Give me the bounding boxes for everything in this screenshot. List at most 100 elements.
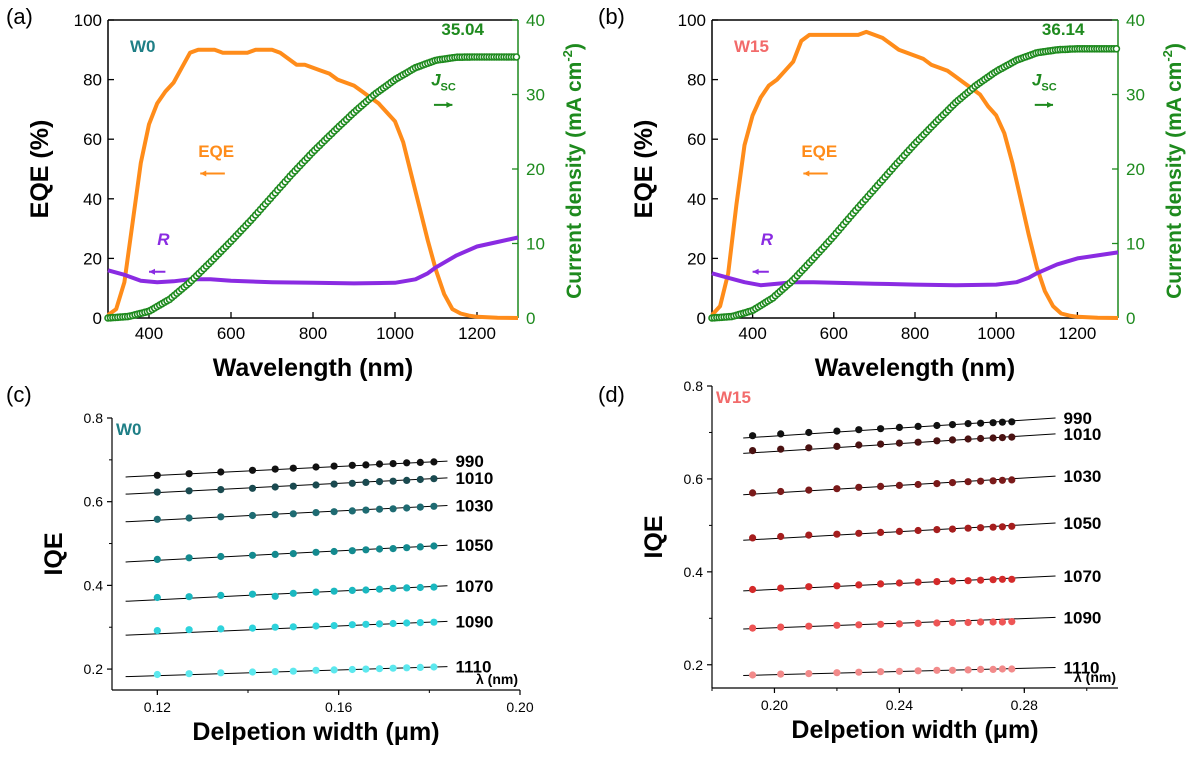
- x-tick-label: 400: [738, 324, 766, 343]
- data-point-1110: [375, 665, 384, 673]
- wavelength-label-1070: 1070: [455, 577, 493, 596]
- data-point-1030: [217, 513, 225, 521]
- wavelength-label-1110: 1110: [1064, 659, 1100, 678]
- data-point-1110: [777, 670, 785, 678]
- x-tick-label: 0.16: [325, 699, 352, 715]
- data-point-1010: [185, 487, 193, 495]
- data-point-1010: [362, 478, 370, 486]
- data-point-1050: [964, 524, 972, 532]
- x-tick-label: 1000: [376, 324, 414, 343]
- wavelength-label-1090: 1090: [455, 612, 493, 631]
- data-point-1090: [777, 623, 785, 631]
- wavelength-label-1090: 1090: [1064, 608, 1102, 627]
- panel-d-iqe-chart: 0.20 0.24 0.28 0.2 0.4 0.6 0.8 Delpetion width …: [640, 378, 1118, 744]
- data-point-1010: [153, 488, 161, 496]
- data-point-1010: [833, 442, 841, 450]
- data-point-1050: [998, 523, 1007, 531]
- data-point-1090: [153, 627, 161, 635]
- data-point-1070: [289, 589, 297, 597]
- data-point-1070: [248, 590, 257, 598]
- wavelength-label-1070: 1070: [1064, 567, 1102, 586]
- x-tick-label: 600: [217, 324, 245, 343]
- data-point-1110: [217, 669, 225, 677]
- data-point-1090: [749, 624, 757, 632]
- data-point-1110: [416, 663, 424, 672]
- y2-axis-title: Current density (mA cm-2): [560, 43, 586, 299]
- data-point-990: [1008, 418, 1016, 426]
- y-tick-label: 0.2: [684, 657, 704, 673]
- data-point-1090: [362, 620, 370, 628]
- data-point-1110: [1008, 665, 1016, 673]
- data-point-1010: [1008, 433, 1016, 441]
- data-point-1110: [153, 670, 161, 679]
- fit-line-1090: [125, 620, 448, 636]
- data-point-1030: [977, 477, 985, 485]
- data-point-1090: [289, 623, 297, 631]
- data-point-1110: [430, 663, 438, 671]
- data-point-1030: [998, 476, 1007, 484]
- legend-title: λ (nm): [1074, 669, 1116, 685]
- data-point-990: [348, 461, 356, 469]
- wavelength-label-1110: 1110: [455, 658, 491, 677]
- jsc-annotation: JSC: [1032, 71, 1057, 94]
- y2-axis-title-main: Current density (mA cm: [563, 62, 586, 299]
- y-tick-label: 0.8: [684, 378, 704, 394]
- y2-axis-title-main: Current density (mA cm: [1163, 62, 1186, 299]
- series-jsc-line: [711, 47, 1118, 319]
- y-tick-label: 60: [83, 130, 102, 149]
- data-point-990: [289, 464, 297, 472]
- data-point-1070: [1008, 575, 1016, 583]
- y-axis-title: EQE (%): [630, 120, 658, 219]
- data-point-990: [933, 421, 941, 430]
- data-point-1050: [933, 526, 941, 534]
- x-tick-label: 0.20: [506, 699, 533, 715]
- data-point-1050: [153, 555, 161, 564]
- y2-axis-title-close: ): [1163, 43, 1186, 50]
- data-point-1090: [389, 619, 397, 628]
- data-point-1050: [389, 545, 397, 553]
- data-point-1030: [248, 511, 257, 520]
- x-tick-label: 0.20: [761, 697, 788, 713]
- data-point-1110: [948, 666, 957, 674]
- wavelength-label-1050: 1050: [455, 536, 493, 555]
- jsc-arrowhead: [1047, 101, 1054, 108]
- data-point-1110: [998, 665, 1007, 673]
- data-point-1090: [855, 621, 863, 629]
- data-point-1070: [330, 587, 338, 595]
- data-point-1090: [989, 618, 997, 626]
- data-point-1110: [271, 668, 279, 676]
- data-point-1050: [289, 550, 297, 558]
- data-point-1030: [805, 486, 813, 494]
- y-tick-label: 80: [687, 71, 706, 90]
- data-point-1090: [977, 618, 985, 626]
- data-point-1030: [185, 514, 193, 522]
- wavelength-label-990: 990: [455, 452, 483, 471]
- data-point-1070: [362, 586, 370, 594]
- data-point-1030: [289, 510, 297, 518]
- data-point-990: [805, 428, 813, 437]
- r-arrowhead: [752, 268, 759, 275]
- data-point-1030: [777, 487, 785, 496]
- data-point-1010: [389, 477, 397, 485]
- data-point-1070: [271, 592, 279, 600]
- data-point-1070: [430, 583, 438, 591]
- y2-tick-label: 40: [526, 11, 545, 30]
- data-point-1010: [271, 483, 279, 491]
- eqe-annotation: EQE: [198, 142, 234, 161]
- data-point-1030: [403, 504, 411, 512]
- y-axis-title: IQE: [40, 532, 68, 575]
- data-point-1050: [749, 534, 757, 542]
- data-point-1110: [330, 666, 338, 674]
- y-tick-label: 0.8: [84, 410, 104, 426]
- data-point-1010: [217, 486, 225, 494]
- data-point-1090: [805, 622, 813, 630]
- data-point-1110: [248, 668, 257, 676]
- data-point-1070: [998, 575, 1007, 583]
- data-point-1010: [330, 480, 338, 488]
- wavelength-label-1010: 1010: [1064, 425, 1102, 444]
- wavelength-label-1010: 1010: [455, 469, 493, 488]
- y-tick-label: 20: [83, 249, 102, 268]
- data-point-990: [248, 466, 257, 474]
- data-point-990: [998, 418, 1007, 426]
- data-point-1110: [389, 664, 397, 672]
